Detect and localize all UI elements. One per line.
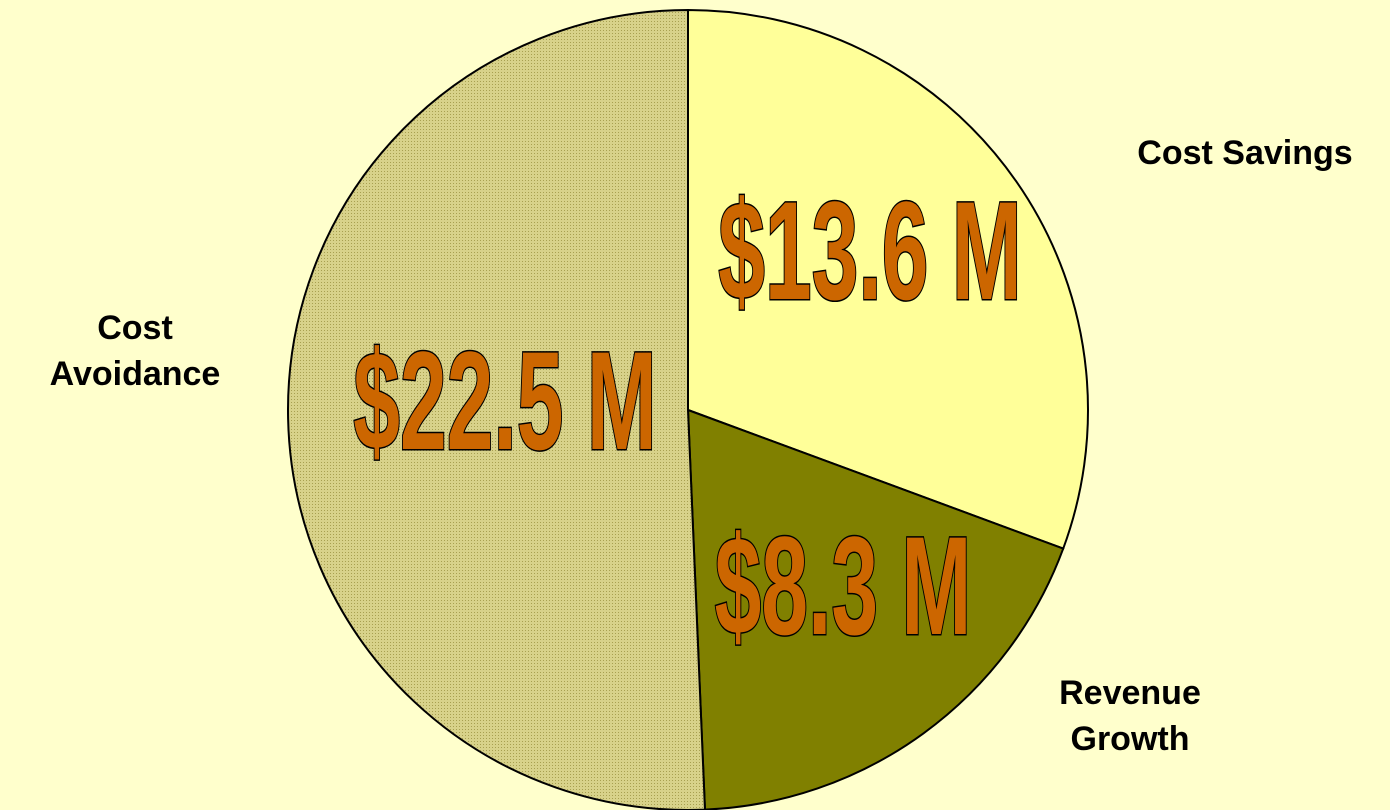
pie-slice xyxy=(287,8,706,810)
category-label: Cost Avoidance xyxy=(49,309,221,393)
value-label: $13.6 M xyxy=(718,173,1021,329)
pie-slice xyxy=(686,408,1065,810)
value-label: $22.5 M xyxy=(353,323,656,479)
category-label: Revenue Growth xyxy=(1059,674,1201,758)
value-label: $8.3 M xyxy=(715,508,972,664)
pie-slice xyxy=(687,8,1089,550)
category-label: Cost Savings xyxy=(1137,134,1353,172)
